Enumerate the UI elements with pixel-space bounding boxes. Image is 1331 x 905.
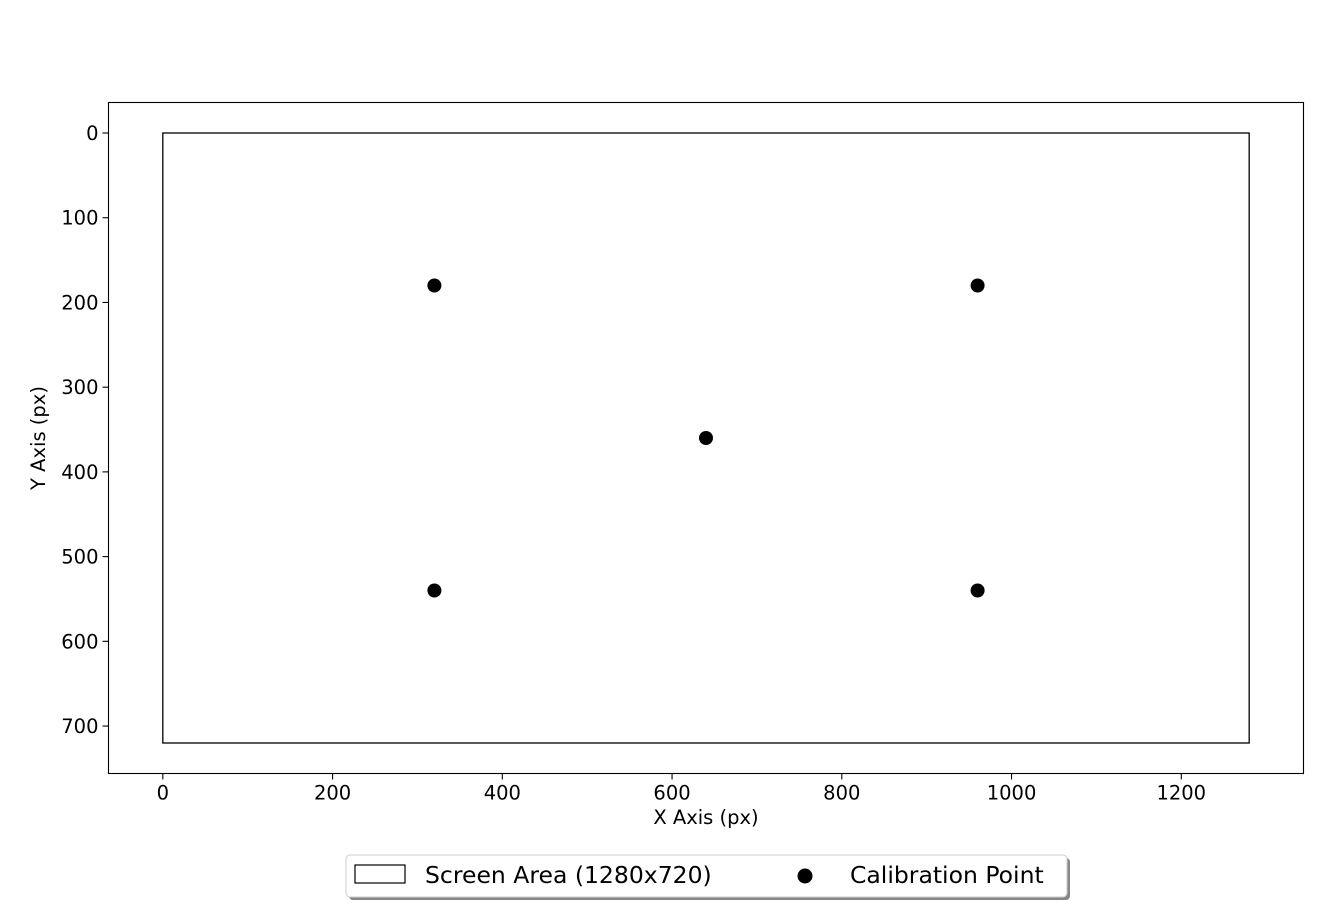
y-tick-label: 600 (61, 630, 98, 653)
x-tick-label: 400 (484, 782, 521, 805)
axes-frame (107, 101, 1305, 775)
calibration-point (427, 583, 442, 598)
plot-area (107, 101, 1305, 775)
calibration-point (970, 278, 985, 293)
y-tick-label: 200 (61, 291, 98, 314)
x-tick-label: 1200 (1156, 782, 1206, 805)
calibration-point (427, 278, 442, 293)
x-tick-label: 200 (314, 782, 351, 805)
legend-calibration-point-swatch (797, 868, 813, 884)
legend-screen-area-swatch (354, 864, 406, 884)
legend-screen-area-label: Screen Area (1280x720) (425, 861, 712, 889)
y-axis-ticks: 0 100 200 300 400 500 600 700 (61, 122, 109, 738)
screen-area-rect (162, 132, 1250, 744)
x-tick-label: 0 (157, 782, 169, 805)
y-tick-label: 100 (61, 207, 98, 230)
y-tick-label: 300 (61, 376, 98, 399)
legend: Screen Area (1280x720) Calibration Point (345, 854, 1070, 900)
y-axis-label: Y Axis (px) (27, 386, 50, 491)
x-tick-label: 800 (823, 782, 860, 805)
y-tick-label: 0 (86, 122, 98, 145)
calibration-point (970, 583, 985, 598)
legend-calibration-point-label: Calibration Point (850, 861, 1044, 889)
x-tick-label: 1000 (987, 782, 1037, 805)
y-tick-label: 700 (61, 715, 98, 738)
x-axis-ticks: 0 200 400 600 800 1000 1200 (157, 773, 1206, 805)
x-tick-label: 600 (653, 782, 690, 805)
calibration-point (699, 431, 713, 445)
legend-box (345, 854, 1068, 898)
y-tick-label: 400 (61, 461, 98, 484)
x-axis-label: X Axis (px) (653, 806, 758, 829)
y-tick-label: 500 (61, 546, 98, 569)
